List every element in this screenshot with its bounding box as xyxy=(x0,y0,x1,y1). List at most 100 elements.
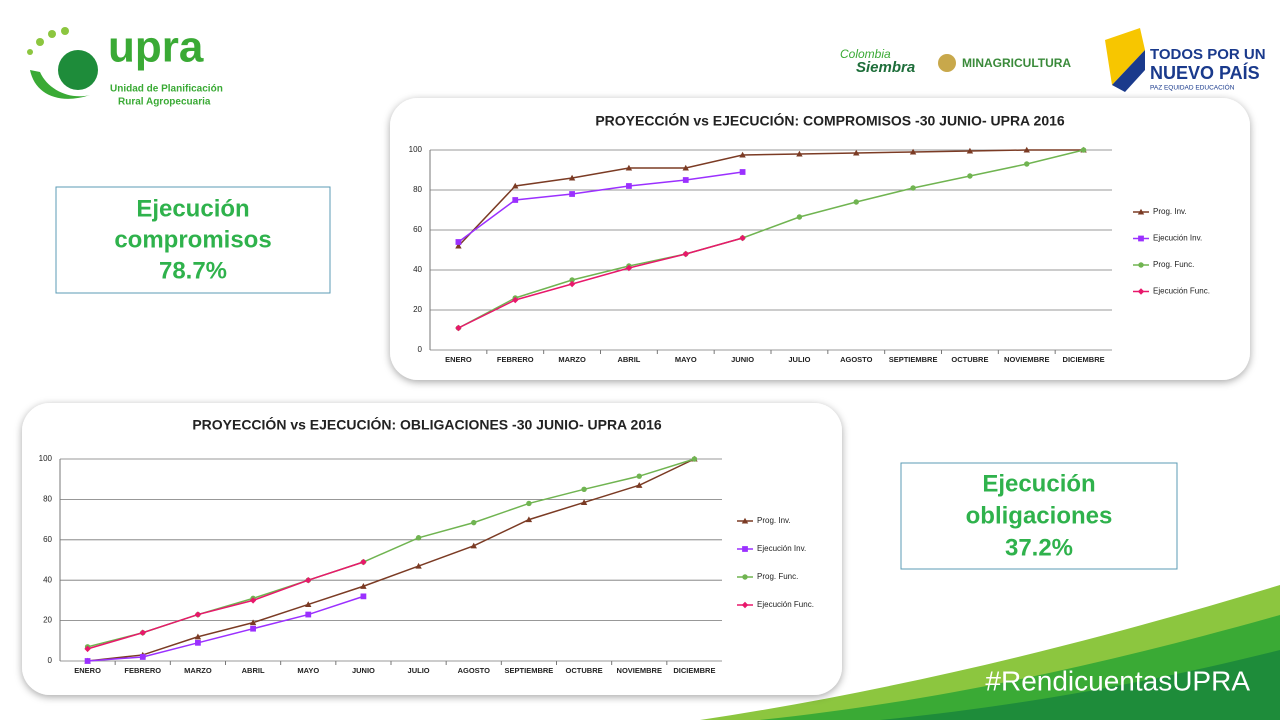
x-tick-label: MAYO xyxy=(297,666,319,675)
point xyxy=(525,516,533,523)
y-tick-label: 60 xyxy=(413,225,422,234)
point xyxy=(568,280,576,288)
point xyxy=(526,500,532,507)
point xyxy=(625,264,633,272)
x-tick-label: JUNIO xyxy=(352,666,375,675)
flag xyxy=(1112,50,1145,92)
x-tick-label: SEPTIEMBRE xyxy=(889,355,938,364)
point xyxy=(741,517,749,524)
chart-panel xyxy=(390,98,1250,380)
point xyxy=(569,191,575,197)
point xyxy=(691,456,698,462)
point xyxy=(512,182,519,189)
y-tick-label: 100 xyxy=(39,454,53,463)
y-tick-label: 60 xyxy=(43,535,52,544)
point xyxy=(853,149,860,156)
x-tick-label: ABRIL xyxy=(242,666,265,675)
x-tick-label: DICIEMBRE xyxy=(673,666,715,675)
kpi-text: compromisos xyxy=(114,226,271,253)
x-tick-label: FEBRERO xyxy=(497,355,534,364)
point xyxy=(909,148,917,155)
point xyxy=(581,486,587,493)
x-tick-label: NOVIEMBRE xyxy=(1004,355,1049,364)
logo-subtitle: Unidad de Planificación xyxy=(110,84,223,95)
point xyxy=(739,169,746,175)
y-tick-label: 0 xyxy=(48,656,53,665)
point xyxy=(742,574,748,580)
point xyxy=(580,499,588,505)
x-tick-label: ENERO xyxy=(445,355,472,364)
point xyxy=(625,164,633,171)
point xyxy=(455,239,462,245)
legend-label: Prog. Func. xyxy=(1153,260,1194,269)
point xyxy=(471,519,477,526)
partner-logo: Colombia xyxy=(840,47,891,61)
point xyxy=(796,150,803,157)
point xyxy=(305,611,312,618)
point xyxy=(305,577,312,584)
point xyxy=(360,558,367,566)
point xyxy=(739,151,746,158)
point xyxy=(1024,161,1030,167)
partner-motto: PAZ EQUIDAD EDUCACIÓN xyxy=(1150,83,1235,92)
x-tick-label: FEBRERO xyxy=(124,666,161,675)
y-tick-label: 20 xyxy=(413,305,422,314)
hashtag: #RendicuentasUPRA xyxy=(985,665,1250,696)
point xyxy=(415,535,422,541)
flag xyxy=(1105,28,1145,85)
y-tick-label: 0 xyxy=(418,345,423,354)
point xyxy=(84,658,91,664)
point xyxy=(360,593,367,600)
point xyxy=(194,633,202,640)
legend-label: Prog. Inv. xyxy=(757,516,791,525)
x-tick-label: OCTUBRE xyxy=(951,355,988,364)
point xyxy=(569,277,575,283)
kpi-box xyxy=(55,186,331,294)
x-tick-label: NOVIEMBRE xyxy=(617,666,662,675)
point xyxy=(84,645,91,653)
x-tick-label: OCTUBRE xyxy=(566,666,603,675)
logo-name: upra xyxy=(108,23,204,72)
x-tick-label: JULIO xyxy=(788,355,810,364)
series-line xyxy=(87,595,364,662)
chart-panel xyxy=(22,403,842,695)
kpi-text: 78.7% xyxy=(159,257,227,284)
x-tick-label: ENERO xyxy=(74,666,101,675)
point xyxy=(741,601,749,609)
point xyxy=(739,234,746,242)
logo-subtitle: Rural Agropecuaria xyxy=(118,97,211,108)
point xyxy=(967,173,973,179)
partner-logo: MINAGRICULTURA xyxy=(962,56,1071,70)
point xyxy=(1080,147,1087,153)
seal xyxy=(938,54,956,72)
point xyxy=(1138,235,1144,242)
x-tick-label: MARZO xyxy=(558,355,586,364)
x-tick-label: DICIEMBRE xyxy=(1063,355,1105,364)
point xyxy=(742,546,748,552)
point xyxy=(796,214,803,220)
point xyxy=(1137,288,1145,295)
point xyxy=(360,583,367,589)
point xyxy=(194,611,202,618)
series-line xyxy=(87,561,364,650)
x-tick-label: JULIO xyxy=(408,666,430,675)
legend-label: Ejecución Inv. xyxy=(1153,234,1202,243)
legend-label: Ejecución Inv. xyxy=(757,544,806,553)
upra-logo: upra Unidad de Planificación Rural Agrop… xyxy=(27,23,223,108)
x-tick-label: ABRIL xyxy=(617,355,640,364)
series-line xyxy=(458,149,1084,329)
legend-label: Prog. Inv. xyxy=(1153,207,1187,216)
point xyxy=(415,562,422,569)
point xyxy=(682,250,689,258)
point xyxy=(568,174,576,181)
point xyxy=(966,147,974,154)
legend-label: Prog. Func. xyxy=(757,572,798,581)
point xyxy=(139,654,146,660)
point xyxy=(636,473,642,479)
kpi-text: Ejecución xyxy=(136,195,249,222)
x-tick-label: MARZO xyxy=(184,666,212,675)
series-line xyxy=(87,458,695,662)
y-tick-label: 80 xyxy=(43,495,52,504)
y-tick-label: 40 xyxy=(413,265,422,274)
point xyxy=(305,601,312,607)
